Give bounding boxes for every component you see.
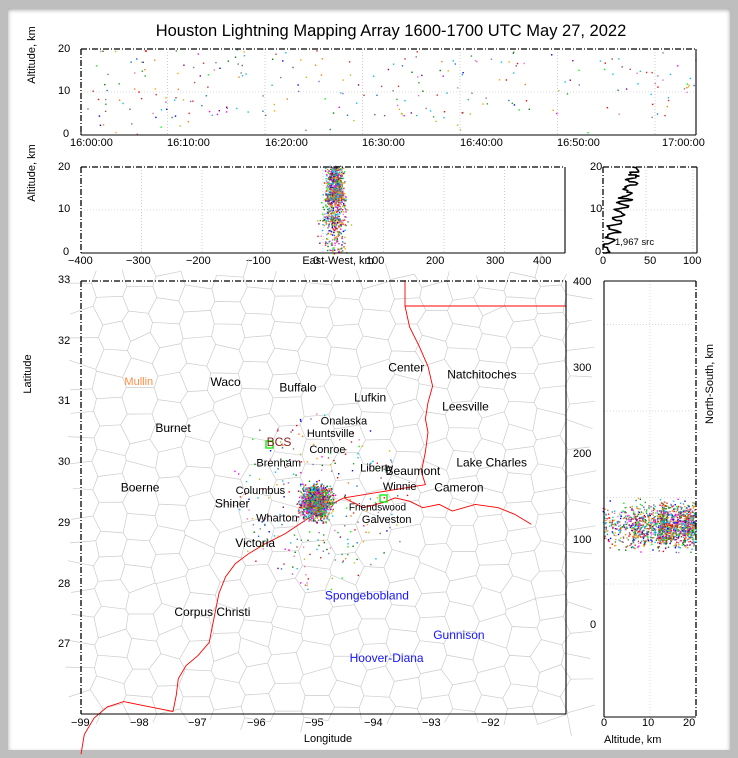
svg-text:Natchitoches: Natchitoches bbox=[447, 367, 516, 381]
svg-text:Huntsville: Huntsville bbox=[307, 428, 355, 440]
svg-text:Victoria: Victoria bbox=[235, 536, 275, 550]
svg-text:Corpus Christi: Corpus Christi bbox=[174, 605, 250, 619]
svg-text:Lake Charles: Lake Charles bbox=[456, 455, 527, 469]
svg-text:Columbus: Columbus bbox=[236, 485, 286, 497]
svg-text:Beaumont: Beaumont bbox=[386, 464, 441, 478]
svg-text:Wharton: Wharton bbox=[256, 512, 298, 524]
svg-text:Leesville: Leesville bbox=[442, 400, 489, 414]
svg-text:1,967 src: 1,967 src bbox=[615, 237, 654, 248]
svg-text:Gunnison: Gunnison bbox=[433, 628, 484, 642]
svg-text:Burnet: Burnet bbox=[155, 421, 191, 435]
svg-text:Onalaska: Onalaska bbox=[321, 415, 368, 427]
svg-text:Brenham: Brenham bbox=[256, 457, 301, 469]
svg-text:Conroe: Conroe bbox=[309, 444, 345, 456]
svg-text:Spongebobland: Spongebobland bbox=[325, 589, 409, 603]
svg-text:Winnie: Winnie bbox=[383, 481, 417, 493]
svg-text:Lufkin: Lufkin bbox=[354, 390, 386, 404]
svg-text:BCS: BCS bbox=[267, 435, 292, 449]
svg-text:Shiner: Shiner bbox=[215, 497, 250, 511]
svg-text:Galveston: Galveston bbox=[362, 514, 412, 526]
svg-text:Center: Center bbox=[388, 361, 424, 375]
svg-text:Cameron: Cameron bbox=[434, 480, 483, 494]
svg-text:Hoover-Diana: Hoover-Diana bbox=[350, 651, 424, 665]
svg-text:Waco: Waco bbox=[210, 375, 241, 389]
svg-text:Friendswood: Friendswood bbox=[349, 502, 406, 513]
svg-text:Buffalo: Buffalo bbox=[279, 380, 316, 394]
svg-text:Boerne: Boerne bbox=[121, 480, 160, 494]
svg-text:Mullin: Mullin bbox=[124, 376, 153, 388]
